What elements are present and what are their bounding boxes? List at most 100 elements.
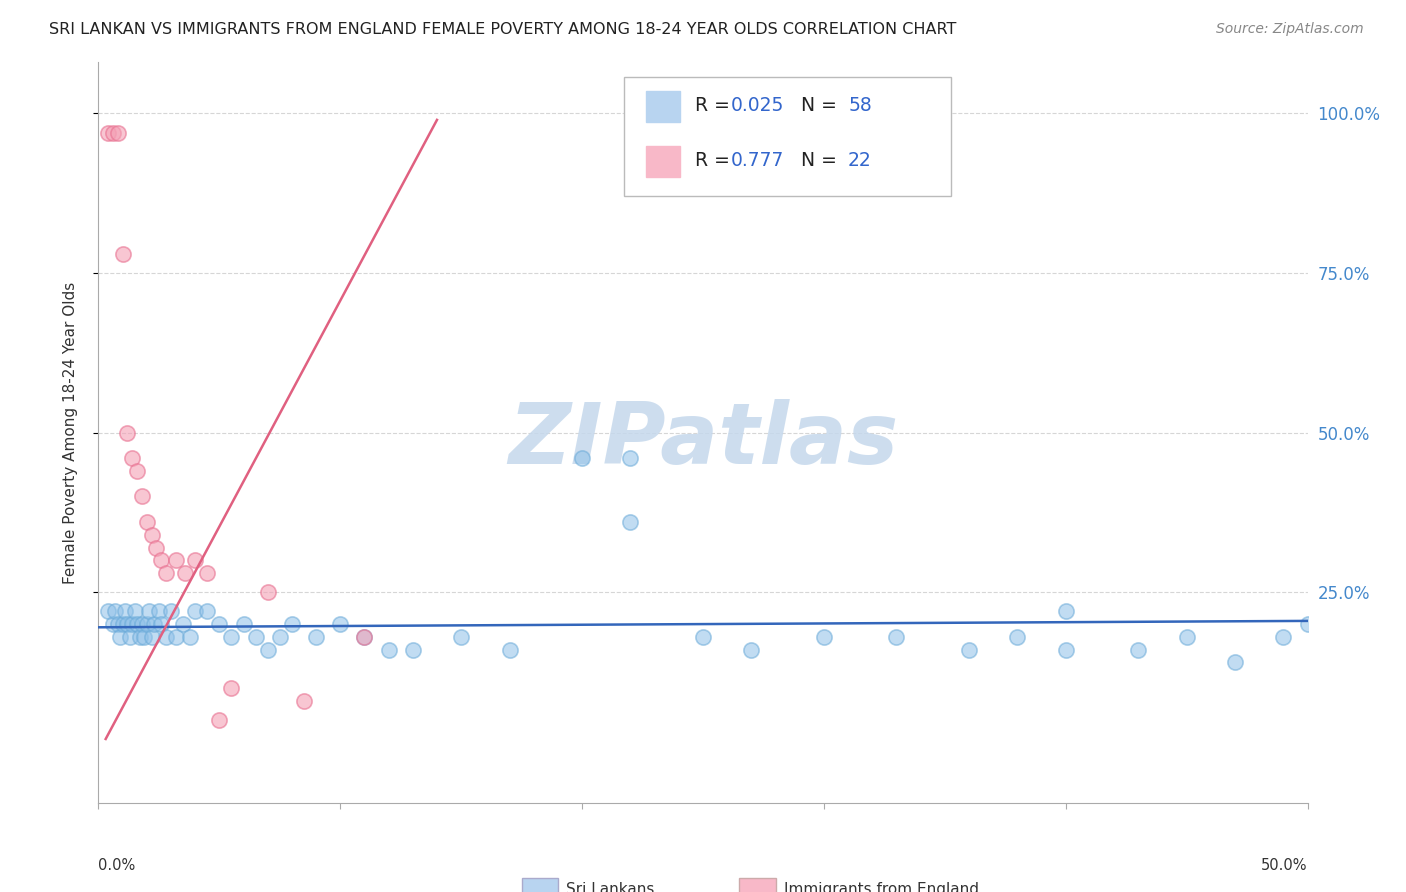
- Point: [134, 630, 156, 644]
- Point: [128, 630, 150, 644]
- Text: N =: N =: [789, 152, 842, 170]
- Point: [111, 617, 134, 632]
- Bar: [647, 146, 681, 178]
- Point: [138, 604, 160, 618]
- Point: [619, 515, 641, 529]
- Point: [256, 585, 278, 599]
- Point: [148, 604, 170, 618]
- Text: 50.0%: 50.0%: [1261, 858, 1308, 873]
- Point: [1054, 642, 1077, 657]
- Point: [150, 553, 173, 567]
- Bar: [522, 878, 558, 892]
- Point: [111, 247, 134, 261]
- Point: [292, 694, 315, 708]
- Point: [305, 630, 328, 644]
- Text: Source: ZipAtlas.com: Source: ZipAtlas.com: [1216, 22, 1364, 37]
- Text: 22: 22: [848, 152, 872, 170]
- Text: SRI LANKAN VS IMMIGRANTS FROM ENGLAND FEMALE POVERTY AMONG 18-24 YEAR OLDS CORRE: SRI LANKAN VS IMMIGRANTS FROM ENGLAND FE…: [49, 22, 956, 37]
- Point: [135, 515, 157, 529]
- Text: 0.025: 0.025: [731, 95, 785, 115]
- Point: [160, 604, 183, 618]
- Text: R =: R =: [695, 95, 735, 115]
- Point: [118, 630, 141, 644]
- Text: 0.0%: 0.0%: [98, 858, 135, 873]
- Point: [329, 617, 352, 632]
- Text: Immigrants from England: Immigrants from England: [785, 882, 979, 892]
- Bar: [740, 878, 776, 892]
- Point: [107, 617, 129, 632]
- Point: [179, 630, 201, 644]
- Text: ZIPatlas: ZIPatlas: [508, 399, 898, 482]
- Point: [141, 630, 163, 644]
- Point: [450, 630, 472, 644]
- Point: [1054, 604, 1077, 618]
- Point: [131, 617, 153, 632]
- Point: [619, 451, 641, 466]
- Point: [145, 541, 167, 555]
- Point: [141, 527, 163, 541]
- Text: R =: R =: [695, 152, 735, 170]
- Text: 58: 58: [848, 95, 872, 115]
- Point: [135, 617, 157, 632]
- Point: [571, 451, 593, 466]
- Point: [127, 464, 149, 478]
- FancyBboxPatch shape: [624, 78, 950, 195]
- Point: [1175, 630, 1198, 644]
- Point: [155, 630, 177, 644]
- Text: Sri Lankans: Sri Lankans: [567, 882, 655, 892]
- Point: [104, 604, 127, 618]
- Point: [165, 630, 187, 644]
- Point: [174, 566, 197, 580]
- Point: [108, 630, 131, 644]
- Point: [121, 451, 143, 466]
- Text: 0.777: 0.777: [731, 152, 785, 170]
- Point: [117, 425, 139, 440]
- Point: [107, 126, 129, 140]
- Point: [172, 617, 194, 632]
- Point: [353, 630, 375, 644]
- Point: [1007, 630, 1029, 644]
- Point: [402, 642, 425, 657]
- Point: [1272, 630, 1295, 644]
- Point: [155, 566, 177, 580]
- Point: [221, 630, 243, 644]
- Point: [245, 630, 267, 644]
- Point: [150, 617, 173, 632]
- Point: [208, 617, 231, 632]
- Point: [232, 617, 254, 632]
- Point: [256, 642, 278, 657]
- Point: [692, 630, 714, 644]
- Point: [281, 617, 304, 632]
- Bar: [647, 91, 681, 121]
- Point: [184, 553, 207, 567]
- Point: [124, 604, 146, 618]
- Point: [1223, 656, 1246, 670]
- Point: [143, 617, 166, 632]
- Point: [740, 642, 762, 657]
- Y-axis label: Female Poverty Among 18-24 Year Olds: Female Poverty Among 18-24 Year Olds: [63, 282, 77, 583]
- Point: [121, 617, 143, 632]
- Point: [1128, 642, 1150, 657]
- Point: [353, 630, 375, 644]
- Point: [101, 126, 124, 140]
- Point: [195, 604, 218, 618]
- Point: [498, 642, 520, 657]
- Point: [886, 630, 908, 644]
- Point: [97, 604, 120, 618]
- Text: N =: N =: [789, 95, 842, 115]
- Point: [221, 681, 243, 695]
- Point: [813, 630, 835, 644]
- Point: [101, 617, 124, 632]
- Point: [377, 642, 399, 657]
- Point: [127, 617, 149, 632]
- Point: [269, 630, 291, 644]
- Point: [117, 617, 139, 632]
- Point: [165, 553, 187, 567]
- Point: [195, 566, 218, 580]
- Point: [97, 126, 120, 140]
- Point: [131, 490, 153, 504]
- Point: [208, 713, 231, 727]
- Point: [1296, 617, 1319, 632]
- Point: [114, 604, 136, 618]
- Point: [957, 642, 980, 657]
